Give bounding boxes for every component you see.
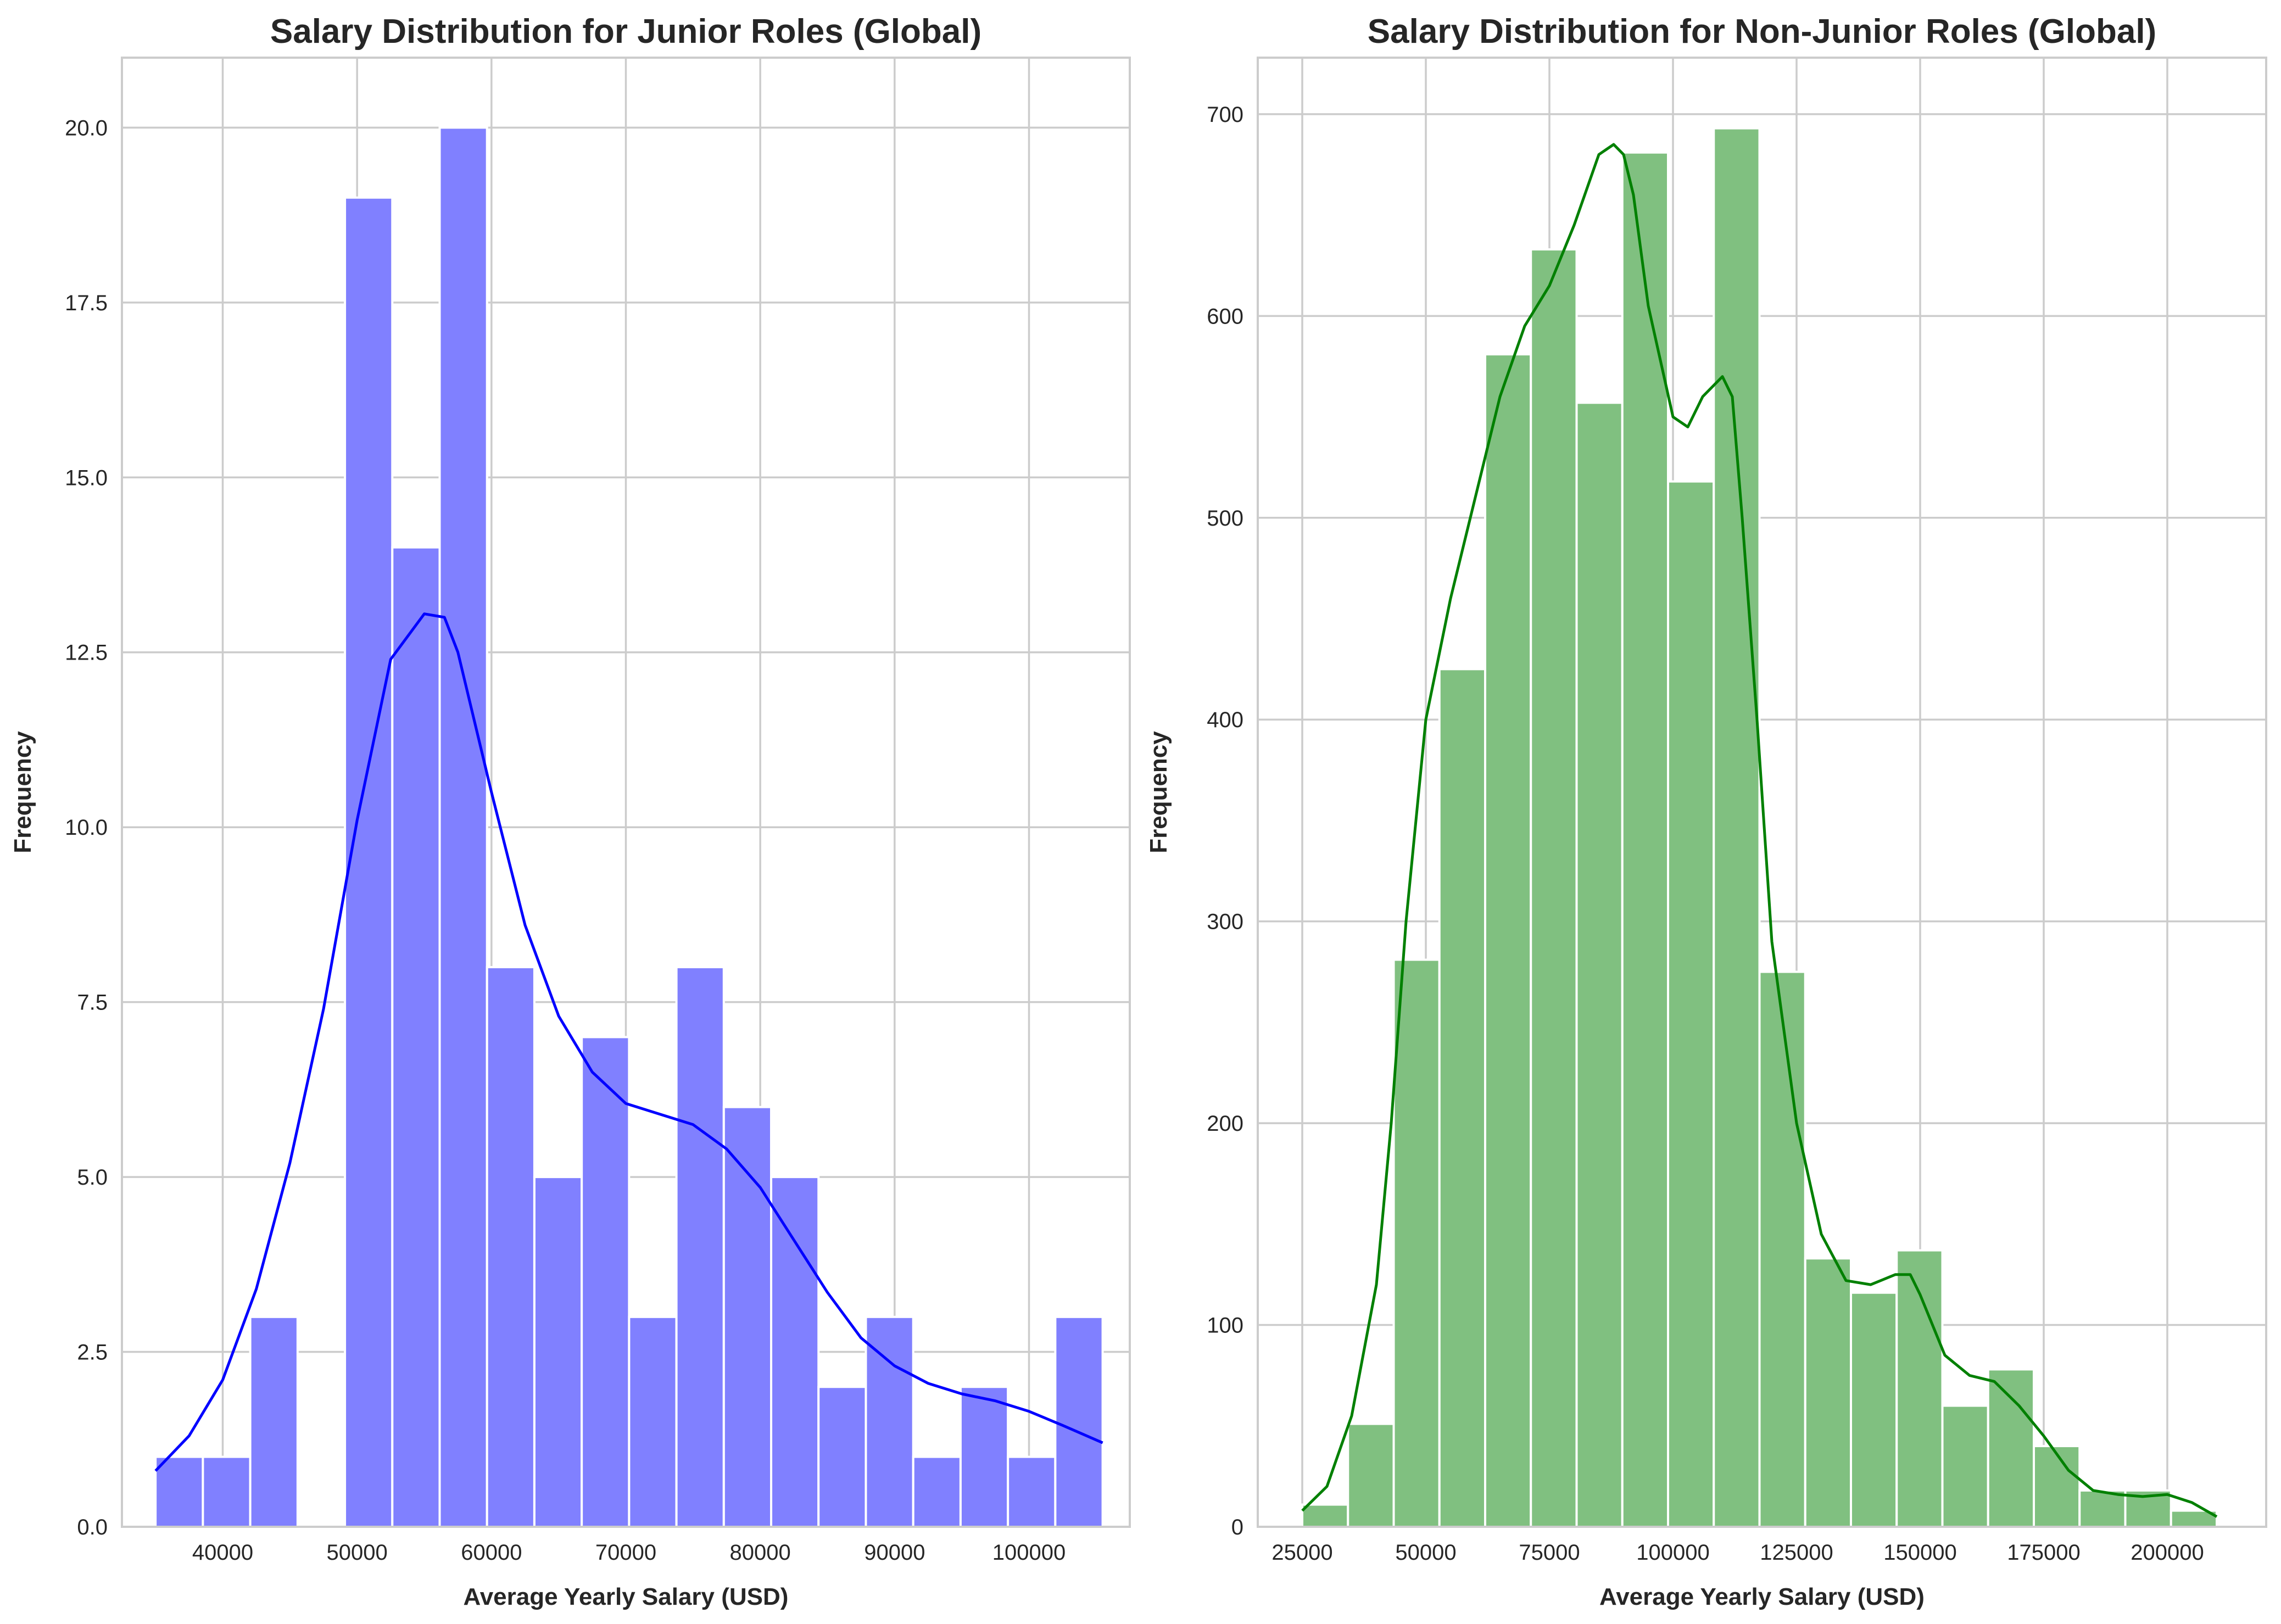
y-tick-label: 200 [1207, 1112, 1243, 1136]
kde-curve [1301, 143, 2218, 1518]
y-tick-label: 0.0 [77, 1515, 108, 1539]
y-tick-label: 5.0 [77, 1165, 108, 1190]
x-tick-label: 60000 [461, 1541, 522, 1565]
histogram-bar [817, 1386, 867, 1528]
histogram-bar [438, 126, 488, 1528]
histogram-bar [865, 1315, 914, 1528]
histogram-bar [1301, 1503, 1349, 1528]
x-tick-label: 75000 [1519, 1541, 1580, 1565]
histogram-bar [1941, 1404, 1989, 1528]
x-tick-label: 100000 [1636, 1541, 1709, 1565]
histogram-bar [912, 1455, 962, 1528]
kde-curve [154, 612, 1103, 1472]
y-tick-label: 17.5 [65, 291, 108, 315]
histogram-bar [1850, 1291, 1898, 1528]
histogram-bar [1438, 668, 1486, 1528]
y-axis-label: Frequency [1145, 731, 1172, 853]
histogram-bars [154, 126, 1104, 1528]
y-tick-label: 500 [1207, 506, 1243, 531]
y-tick-label: 700 [1207, 103, 1243, 127]
grid [122, 58, 1130, 1528]
x-tick-label: 25000 [1271, 1541, 1332, 1565]
x-tick-label: 100000 [992, 1541, 1066, 1565]
histogram-bar [1484, 353, 1532, 1528]
y-tick-labels: 0.0 2.5 5.0 7.5 10.0 12.5 15.0 17.5 20.0 [65, 116, 108, 1539]
kde-line [154, 612, 1103, 1472]
y-tick-label: 2.5 [77, 1341, 108, 1365]
histogram-bar [391, 546, 441, 1528]
kde-line [1301, 143, 2218, 1518]
x-tick-label: 90000 [864, 1541, 925, 1565]
y-tick-label: 0 [1231, 1515, 1243, 1539]
y-tick-label: 100 [1207, 1314, 1243, 1338]
histogram-bar [1713, 127, 1761, 1528]
plot-frame [121, 57, 1131, 1528]
histogram-bar [581, 1036, 631, 1528]
histogram-bar [675, 966, 725, 1528]
histogram-bar [959, 1386, 1010, 1528]
histogram-bar [628, 1315, 678, 1528]
x-tick-label: 50000 [327, 1541, 388, 1565]
y-tick-label: 7.5 [77, 991, 108, 1015]
histogram-bar [770, 1176, 820, 1528]
x-tick-label: 70000 [595, 1541, 656, 1565]
histogram-bar [249, 1315, 299, 1528]
y-tick-label: 10.0 [65, 816, 108, 840]
y-tick-label: 600 [1207, 304, 1243, 328]
histogram-bar [1392, 958, 1441, 1528]
histogram-bar [1054, 1315, 1104, 1528]
histogram-bar [1007, 1455, 1057, 1528]
histogram-bar [154, 1455, 204, 1528]
x-axis-label: Average Yearly Salary (USD) [1599, 1583, 1925, 1610]
x-tick-label: 200000 [2131, 1541, 2204, 1565]
histogram-bar [1987, 1368, 2035, 1528]
y-tick-labels: 0 100 200 300 400 500 600 700 [1207, 103, 1243, 1539]
histogram-bars [1301, 127, 2218, 1528]
x-tick-labels: 25000 50000 75000 100000 125000 150000 175000 2… [1271, 1541, 2204, 1565]
non-junior-salary-histogram: 25000 50000 75000 100000 125000 150000 175000 2… [1145, 13, 2267, 1610]
chart-title: Salary Distribution for Junior Roles (Gl… [270, 13, 981, 51]
histogram-bar [1758, 970, 1806, 1528]
histogram-bar [2033, 1445, 2081, 1528]
histogram-bar [722, 1106, 773, 1528]
x-tick-label: 50000 [1395, 1541, 1456, 1565]
x-tick-label: 80000 [730, 1541, 791, 1565]
histogram-bar [486, 966, 536, 1528]
histogram-bar [1667, 480, 1715, 1528]
histogram-bar [1621, 151, 1669, 1528]
histogram-bar [1804, 1257, 1852, 1528]
histogram-bar [344, 196, 394, 1528]
y-tick-label: 300 [1207, 910, 1243, 934]
y-tick-label: 400 [1207, 708, 1243, 732]
x-axis-label: Average Yearly Salary (USD) [464, 1583, 789, 1610]
plot-frame [1257, 57, 2267, 1528]
histogram-bar [533, 1176, 583, 1528]
y-tick-label: 15.0 [65, 466, 108, 490]
histogram-bar [1575, 401, 1624, 1528]
y-tick-label: 20.0 [65, 116, 108, 140]
x-tick-label: 175000 [2007, 1541, 2080, 1565]
x-tick-label: 40000 [192, 1541, 253, 1565]
junior-salary-histogram: 40000 50000 60000 70000 80000 90000 100000 0.0… [9, 13, 1131, 1610]
x-tick-label: 125000 [1760, 1541, 1833, 1565]
histogram-bar [202, 1455, 252, 1528]
y-axis-label: Frequency [9, 731, 36, 853]
histogram-bar [1347, 1422, 1395, 1528]
x-tick-labels: 40000 50000 60000 70000 80000 90000 100000 [192, 1541, 1066, 1565]
y-tick-label: 12.5 [65, 641, 108, 665]
histogram-bar [1530, 248, 1578, 1528]
chart-title: Salary Distribution for Non-Junior Roles… [1368, 13, 2156, 51]
x-tick-label: 150000 [1883, 1541, 1956, 1565]
